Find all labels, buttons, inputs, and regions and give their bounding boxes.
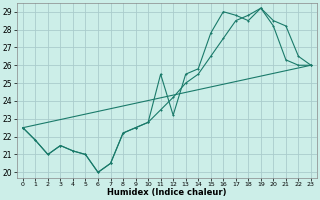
X-axis label: Humidex (Indice chaleur): Humidex (Indice chaleur) [107,188,227,197]
